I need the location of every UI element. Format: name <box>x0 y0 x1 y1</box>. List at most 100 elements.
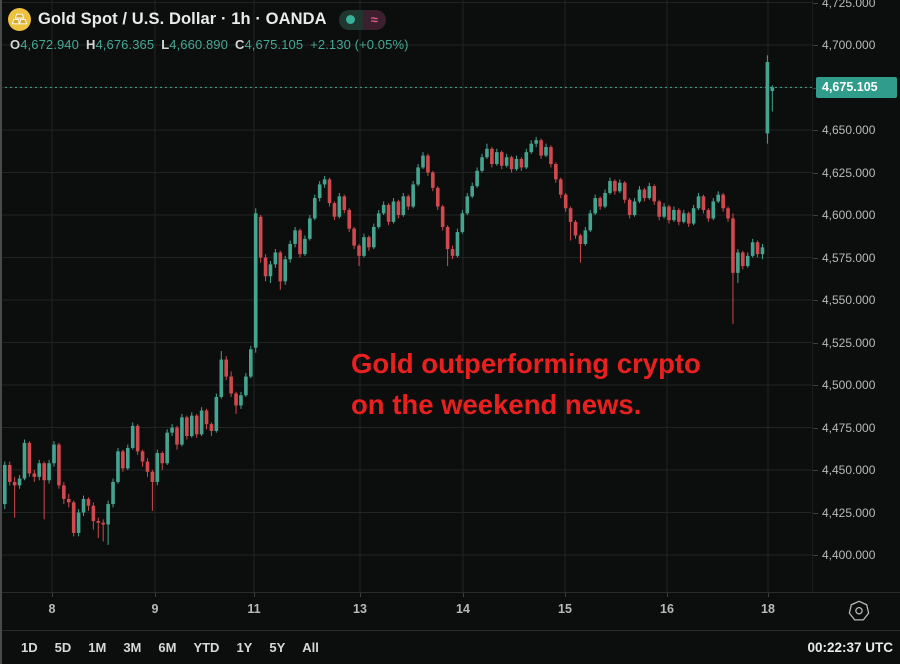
time-axis-label: 11 <box>247 602 261 616</box>
price-axis-label: 4,700.000 <box>822 38 876 53</box>
candle <box>573 220 578 239</box>
ohlc-row: O4,672.940 H4,676.365 L4,660.890 C4,675.105… <box>10 37 409 52</box>
candle <box>593 194 597 216</box>
close-value: 4,675.105 <box>244 37 304 52</box>
time-axis-label: 18 <box>761 602 775 616</box>
candle <box>263 254 268 282</box>
price-axis-tick <box>813 427 818 429</box>
candle <box>588 209 593 233</box>
candle <box>239 391 243 409</box>
candle <box>199 407 204 437</box>
candle <box>568 206 573 241</box>
candle <box>62 481 66 505</box>
range-button-1d[interactable]: 1D <box>21 640 38 655</box>
candle <box>17 475 22 489</box>
price-axis-label: 4,650.000 <box>822 123 876 138</box>
candle <box>485 143 489 159</box>
candle <box>677 208 681 226</box>
candle <box>175 425 179 450</box>
candle <box>150 470 155 511</box>
candle <box>381 201 386 216</box>
time-axis-label: 13 <box>353 602 367 616</box>
annotation-line-2: on the weekend news. <box>351 389 642 420</box>
candle <box>391 198 396 224</box>
range-button-all[interactable]: All <box>302 640 319 655</box>
candle <box>490 147 494 168</box>
symbol-title[interactable]: Gold Spot / U.S. Dollar · 1h · OANDA <box>38 10 327 28</box>
approx-segment[interactable]: ≈ <box>362 9 386 30</box>
candle <box>711 198 716 221</box>
candle <box>613 179 617 195</box>
candle <box>155 449 160 486</box>
candle <box>57 442 61 489</box>
candle <box>529 140 534 154</box>
price-axis-label: 4,425.000 <box>822 505 876 520</box>
price-axis-label: 4,625.000 <box>822 165 876 180</box>
range-button-1y[interactable]: 1Y <box>236 640 253 655</box>
candle <box>337 192 342 219</box>
price-axis-label: 4,500.000 <box>822 378 876 393</box>
time-axis-tick <box>254 593 255 597</box>
candle <box>578 233 583 263</box>
bottom-toolbar: 1D 5D 1M 3M 6M YTD 1Y 5Y All 00:22:37 UTC <box>0 630 900 664</box>
candle <box>755 240 760 258</box>
candle <box>539 138 543 159</box>
price-axis-tick <box>813 470 818 472</box>
candle <box>396 199 401 219</box>
candle <box>519 157 524 171</box>
chart-text-annotation[interactable]: Gold outperforming crypto on the weekend… <box>351 343 701 425</box>
candle <box>372 223 376 250</box>
time-axis-tick <box>667 593 668 597</box>
candle <box>416 164 420 187</box>
candlestick-chart[interactable] <box>0 0 812 592</box>
candle <box>111 478 115 508</box>
candle <box>135 424 140 455</box>
time-axis[interactable]: 8 9 11 13 14 15 16 18 <box>0 592 900 630</box>
range-button-1m[interactable]: 1M <box>88 640 107 655</box>
range-button-6m[interactable]: 6M <box>158 640 177 655</box>
window-edge <box>0 0 2 664</box>
candle <box>401 192 406 217</box>
candle <box>273 249 278 268</box>
clock-utc[interactable]: 00:22:37 UTC <box>807 640 893 655</box>
candle <box>598 196 602 210</box>
price-axis[interactable]: 4,675.105 4,725.0004,700.0004,675.0004,6… <box>812 0 900 592</box>
range-button-5y[interactable]: 5Y <box>269 640 286 655</box>
market-open-segment[interactable] <box>338 9 363 30</box>
candle <box>736 249 740 284</box>
candle <box>421 152 425 170</box>
time-axis-tick <box>52 593 53 597</box>
chart-pane[interactable]: Gold Spot / U.S. Dollar · 1h · OANDA ≈ O… <box>0 0 812 592</box>
candle <box>770 85 775 112</box>
candle <box>431 170 435 192</box>
candle <box>352 226 356 250</box>
time-axis-tick <box>155 593 156 597</box>
time-axis-label: 16 <box>660 602 674 616</box>
range-button-ytd[interactable]: YTD <box>193 640 220 655</box>
candle <box>165 429 169 465</box>
candle <box>27 441 32 477</box>
range-button-5d[interactable]: 5D <box>54 640 72 655</box>
range-button-3m[interactable]: 3M <box>123 640 142 655</box>
candle <box>376 209 381 229</box>
candle <box>480 153 484 173</box>
market-status-toggle[interactable]: ≈ <box>338 9 386 30</box>
gear-icon[interactable] <box>846 598 872 624</box>
candle <box>608 177 612 195</box>
candle <box>91 502 96 530</box>
candle <box>504 153 509 168</box>
price-axis-label: 4,450.000 <box>822 463 876 478</box>
candle <box>209 422 214 437</box>
candle <box>647 182 652 200</box>
price-axis-label: 4,400.000 <box>822 548 876 563</box>
candle <box>455 228 460 258</box>
candle <box>696 192 701 210</box>
candle <box>214 393 219 433</box>
candle <box>106 500 110 545</box>
candle <box>549 145 553 168</box>
candle <box>495 148 499 166</box>
candle <box>632 198 637 217</box>
candle <box>140 449 145 467</box>
candle <box>81 495 86 516</box>
candle <box>544 143 548 158</box>
